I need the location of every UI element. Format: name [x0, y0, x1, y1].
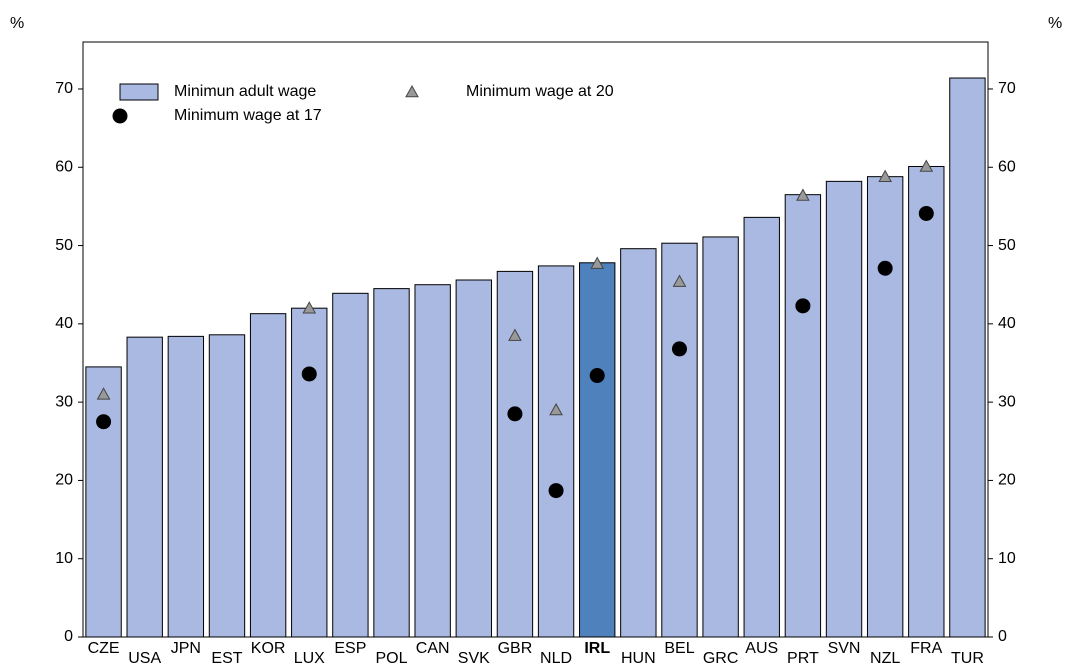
unit-label-left: %: [10, 15, 24, 32]
circle-marker: [918, 205, 934, 221]
x-tick-label: ESP: [334, 640, 366, 657]
bar: [579, 262, 616, 638]
x-tick-label: GBR: [498, 640, 533, 657]
legend-swatch: [112, 108, 128, 124]
x-tick-label: JPN: [171, 640, 201, 657]
bar: [784, 194, 822, 638]
circle-marker: [96, 414, 112, 430]
x-tick-label: CAN: [416, 640, 450, 657]
circle-marker: [589, 368, 605, 384]
legend-swatch: [405, 84, 419, 98]
y2-tick-label: 50: [998, 237, 1016, 254]
x-tick-label: PRT: [787, 650, 819, 665]
bar: [126, 336, 163, 638]
bar: [208, 334, 246, 638]
x-tick-label: FRA: [910, 640, 942, 657]
x-tick-label: AUS: [745, 640, 778, 657]
triangle-marker: [549, 402, 563, 416]
y-tick-label: 30: [55, 393, 73, 410]
x-tick-label: USA: [128, 650, 161, 665]
x-tick-label: IRL: [584, 640, 610, 657]
circle-marker: [877, 260, 893, 276]
bar: [373, 288, 410, 638]
bar: [743, 216, 780, 638]
y2-tick-label: 10: [998, 550, 1016, 567]
bar: [249, 313, 287, 638]
y-tick-label: 40: [55, 315, 73, 332]
circle-marker: [795, 298, 811, 314]
x-tick-label: NLD: [540, 650, 572, 665]
y-tick-label: 10: [55, 550, 73, 567]
y2-tick-label: 70: [998, 80, 1016, 97]
triangle-marker: [96, 387, 111, 400]
bar: [825, 180, 863, 638]
legend-swatch: [119, 83, 159, 101]
y2-tick-label: 30: [998, 393, 1016, 410]
y-tick-label: 0: [64, 628, 73, 645]
x-tick-label: NZL: [870, 650, 900, 665]
y2-tick-label: 0: [998, 628, 1007, 645]
x-tick-label: SVN: [828, 640, 861, 657]
y2-tick-label: 20: [998, 472, 1016, 489]
triangle-marker: [590, 256, 605, 269]
circle-marker: [671, 341, 687, 357]
legend-label: Minimum wage at 17: [174, 107, 322, 124]
bar: [167, 335, 205, 638]
triangle-marker: [302, 301, 317, 314]
y-tick-label: 50: [55, 237, 73, 254]
triangle-marker: [672, 274, 687, 287]
x-tick-label: SVK: [458, 650, 490, 665]
x-tick-label: BEL: [664, 640, 694, 657]
unit-label-right: %: [1048, 15, 1062, 32]
bar: [661, 242, 698, 638]
bar: [496, 270, 534, 638]
x-tick-label: LUX: [294, 650, 325, 665]
bar: [620, 248, 657, 638]
x-tick-label: GRC: [703, 650, 739, 665]
bar: [866, 176, 904, 638]
bar: [702, 236, 739, 638]
y-tick-label: 70: [55, 80, 73, 97]
legend-label: Minimun adult wage: [174, 83, 316, 100]
circle-marker: [548, 483, 564, 499]
y2-tick-label: 40: [998, 315, 1016, 332]
x-tick-label: EST: [211, 650, 242, 665]
bar: [908, 165, 945, 638]
x-tick-label: TUR: [951, 650, 984, 665]
circle-marker: [301, 366, 317, 382]
triangle-marker: [508, 328, 522, 341]
triangle-marker: [919, 159, 934, 172]
x-tick-label: CZE: [88, 640, 120, 657]
plot-frame: [82, 41, 989, 638]
triangle-marker: [796, 188, 810, 201]
legend-label: Minimum wage at 20: [466, 83, 614, 100]
bar: [537, 265, 575, 638]
bar: [455, 279, 492, 638]
x-tick-label: HUN: [621, 650, 656, 665]
bar: [332, 292, 369, 638]
y-tick-label: 60: [55, 158, 73, 175]
bar: [85, 366, 122, 638]
bar: [414, 284, 451, 638]
bar: [949, 77, 986, 638]
y-tick-label: 20: [55, 472, 73, 489]
bar: [291, 307, 328, 638]
circle-marker: [507, 406, 523, 422]
triangle-marker: [878, 169, 893, 182]
x-tick-label: KOR: [251, 640, 286, 657]
y2-tick-label: 60: [998, 158, 1016, 175]
x-tick-label: POL: [376, 650, 408, 665]
